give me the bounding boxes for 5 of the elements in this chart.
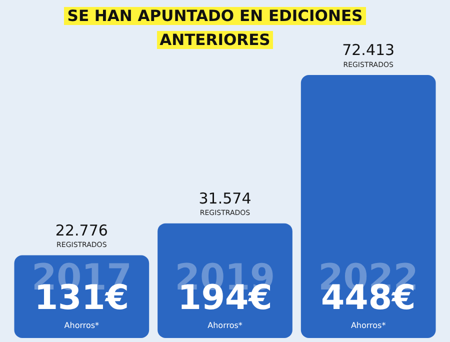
data-label: 31.574 [198, 189, 252, 208]
annotation: Ahorros* [64, 321, 100, 330]
annotation: Ahorros* [208, 321, 242, 330]
annotation: Ahorros* [350, 321, 386, 330]
data-label: 22.776 [55, 221, 108, 240]
